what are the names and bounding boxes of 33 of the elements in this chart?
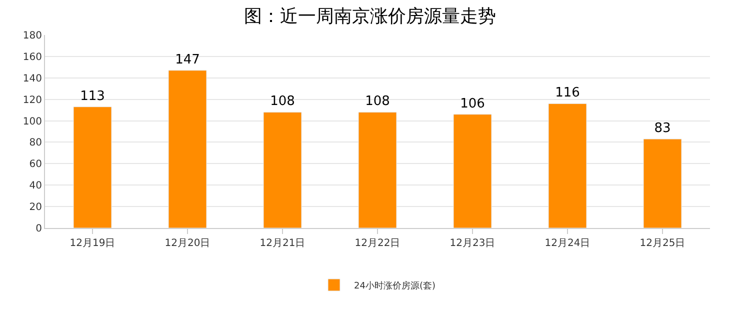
bar — [453, 114, 492, 228]
x-tick-label: 12月23日 — [450, 238, 496, 249]
y-tick-label: 60 — [29, 159, 42, 170]
data-label: 83 — [654, 121, 671, 136]
legend-label: 24小时涨价房源(套) — [354, 280, 436, 292]
x-tick-label: 12月19日 — [70, 238, 116, 249]
x-tick-label: 12月25日 — [640, 238, 686, 249]
bar — [73, 106, 112, 228]
y-tick-label: 40 — [29, 180, 42, 192]
y-tick-label: 140 — [22, 73, 42, 84]
y-tick-label: 160 — [22, 52, 42, 63]
data-label: 108 — [270, 94, 295, 110]
data-label: 147 — [175, 52, 200, 68]
x-tick-label: 12月22日 — [354, 238, 400, 249]
y-tick-label: 20 — [29, 202, 42, 214]
y-tick-label: 100 — [22, 116, 42, 128]
y-tick-label: 0 — [36, 224, 42, 234]
bar — [263, 112, 302, 228]
bar — [358, 112, 397, 228]
bar — [548, 103, 587, 228]
data-label: 106 — [460, 96, 485, 112]
x-tick-label: 12月24日 — [544, 238, 590, 249]
bar — [643, 138, 682, 228]
chart-title: 图：近一周南京涨价房源量走势 — [244, 6, 496, 27]
bar — [168, 70, 207, 228]
x-tick-label: 12月21日 — [260, 238, 306, 249]
x-tick-label: 12月20日 — [164, 238, 210, 249]
data-label: 116 — [555, 86, 580, 101]
y-tick-label: 180 — [22, 30, 42, 42]
y-tick-label: 80 — [29, 138, 42, 149]
data-label: 113 — [80, 88, 105, 104]
y-tick-label: 120 — [22, 94, 42, 106]
data-label: 108 — [365, 94, 390, 110]
